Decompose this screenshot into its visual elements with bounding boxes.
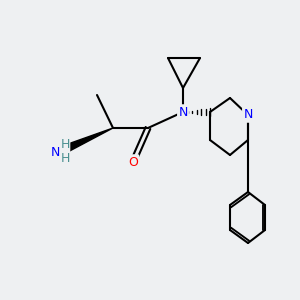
Text: N: N — [243, 109, 253, 122]
Text: O: O — [128, 155, 138, 169]
Text: H: H — [60, 137, 70, 151]
Text: N: N — [50, 146, 60, 158]
Polygon shape — [61, 128, 113, 154]
Text: N: N — [178, 106, 188, 118]
Text: H: H — [60, 152, 70, 164]
